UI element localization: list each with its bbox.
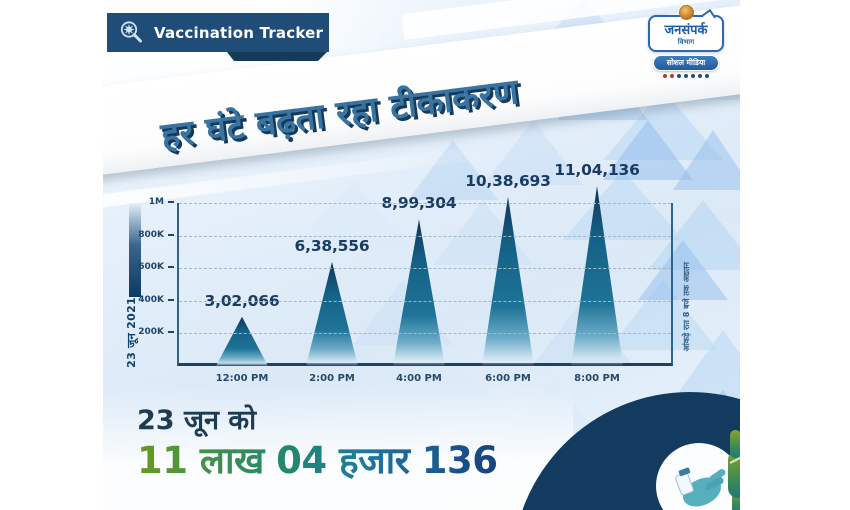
date-axis-label: 23 जून 2021 [125,297,138,368]
spike-value-label: 11,04,136 [554,161,640,180]
y-axis-gradient-bar [129,203,141,297]
vaccination-tracker-badge: Vaccination Tracker [107,13,329,52]
chart-plot: 3,02,066 12:00 PM 6,38,556 2:00 PM 8,99,304 4… [138,161,673,384]
poster: हर घंटे बढ़ता रहा टीकाकरण Vaccination Tr… [103,0,740,510]
badge-fold [227,52,327,61]
chart-footnote: आंकड़े रात 8 बजे तक अद्यतन [682,262,691,352]
logo-box: जनसंपर्क विभाग [648,9,724,52]
spike-value-label: 3,02,066 [204,291,280,310]
summary-date: 23 जून को [137,405,257,436]
y-axis-tick: 600K [138,262,174,272]
chart-spike [216,316,268,366]
x-axis-label: 4:00 PM [396,373,442,384]
emblem-icon [678,5,694,20]
logo-speech-tail [702,9,716,23]
x-axis-label: 2:00 PM [309,373,355,384]
logo-title: जनसंपर्क [664,23,708,38]
y-axis-tick: 800K [138,230,174,240]
x-axis-label: 8:00 PM [574,373,620,384]
gloved-hand-vial-icon [675,467,726,507]
badge-label: Vaccination Tracker [154,23,324,42]
y-axis-tick: 400K [138,295,174,305]
bottom-left-fade [103,385,573,510]
summary-block: 23 जून को 11 लाख 04 हजार 136 [137,404,498,484]
spike-value-label: 10,38,693 [465,171,551,190]
y-axis-tick: 200K [138,327,174,337]
spike-value-label: 6,38,556 [294,236,370,255]
logo-pill: सोशल मीडिया [653,55,719,71]
y-axis-tick: 1M [149,197,174,207]
logo-subtitle: विभाग [677,38,695,46]
chart-spike [393,219,445,366]
gridline [179,235,671,237]
gridline [179,300,671,302]
spike-chart [216,186,623,366]
x-axis-label: 6:00 PM [485,373,531,384]
department-logo: जनसंपर्क विभाग सोशल मीडिया [648,5,724,78]
vaccination-fist-illustration [522,392,740,510]
logo-dots [648,74,724,78]
gridline [179,333,671,335]
chart-spike [482,196,534,366]
chart-spike [571,186,623,366]
raised-fist-icon [728,430,740,510]
gridline [179,268,671,270]
x-axis-label: 12:00 PM [215,373,269,384]
magnifier-virus-icon [120,21,142,43]
gridline [179,203,671,204]
chart-spike [306,261,358,366]
summary-total: 11 लाख 04 हजार 136 [137,439,498,482]
